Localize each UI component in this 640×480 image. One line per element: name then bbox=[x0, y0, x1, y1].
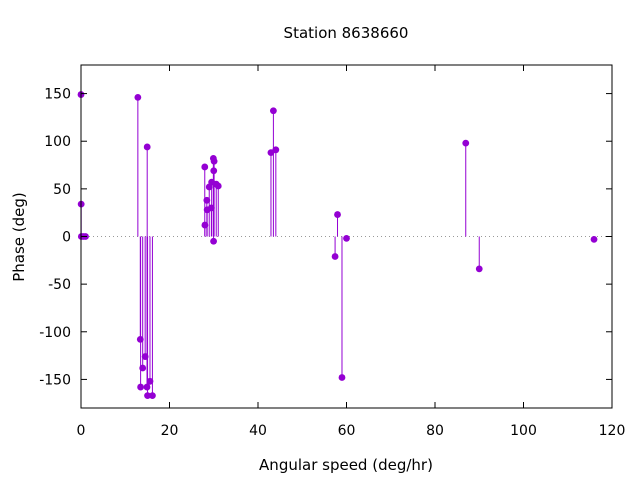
data-point-35 bbox=[462, 139, 470, 147]
y-axis-label: Phase (deg) bbox=[10, 192, 28, 282]
x-tick-label-6: 120 bbox=[599, 423, 626, 439]
y-tick-label-6: 150 bbox=[44, 87, 71, 103]
y-tick-label-4: 50 bbox=[53, 182, 71, 198]
y-tick-label-2: -50 bbox=[48, 277, 71, 293]
data-point-37 bbox=[590, 235, 598, 243]
y-tick-label-3: 0 bbox=[62, 230, 71, 246]
data-point-33 bbox=[338, 374, 346, 381]
data-point-8 bbox=[139, 364, 147, 372]
data-point-34 bbox=[343, 235, 350, 242]
data-point-16 bbox=[201, 221, 209, 229]
x-tick-label-0: 0 bbox=[77, 423, 86, 439]
x-tick-label-2: 40 bbox=[249, 423, 267, 439]
data-point-32 bbox=[334, 211, 341, 218]
data-point-29 bbox=[269, 107, 277, 115]
data-point-10 bbox=[143, 383, 151, 391]
x-tick-label-3: 60 bbox=[338, 423, 356, 439]
x-tick-label-5: 100 bbox=[510, 423, 537, 439]
data-point-24 bbox=[210, 167, 218, 175]
data-point-17 bbox=[203, 196, 211, 204]
data-point-23 bbox=[210, 237, 217, 245]
data-point-13 bbox=[146, 377, 154, 385]
y-tick-label-1: -100 bbox=[39, 325, 71, 341]
chart-title: Station 8638660 bbox=[284, 24, 409, 42]
markers bbox=[77, 91, 598, 400]
x-tick-label-4: 80 bbox=[426, 423, 444, 439]
data-point-30 bbox=[272, 146, 280, 154]
data-point-14 bbox=[149, 392, 156, 400]
data-point-6 bbox=[136, 336, 144, 343]
data-point-12 bbox=[144, 392, 151, 400]
data-point-31 bbox=[331, 253, 339, 260]
data-point-25 bbox=[210, 157, 218, 165]
y-tick-label-5: 100 bbox=[44, 134, 71, 150]
data-point-20 bbox=[207, 204, 215, 212]
data-point-27 bbox=[214, 182, 222, 190]
data-point-7 bbox=[137, 383, 145, 391]
data-point-11 bbox=[143, 143, 151, 151]
data-point-5 bbox=[134, 93, 142, 101]
x-axis-label: Angular speed (deg/hr) bbox=[259, 456, 433, 474]
y-axis: -150 -100 -50 0 50 100 150 bbox=[39, 87, 612, 388]
data-point-15 bbox=[201, 163, 209, 171]
stems bbox=[80, 94, 595, 396]
data-point-9 bbox=[141, 353, 149, 360]
data-point-36 bbox=[475, 265, 483, 273]
x-tick-label-1: 20 bbox=[161, 423, 179, 439]
x-axis: 0 20 40 60 80 100 120 bbox=[77, 65, 626, 439]
y-tick-label-0: -150 bbox=[39, 372, 71, 388]
